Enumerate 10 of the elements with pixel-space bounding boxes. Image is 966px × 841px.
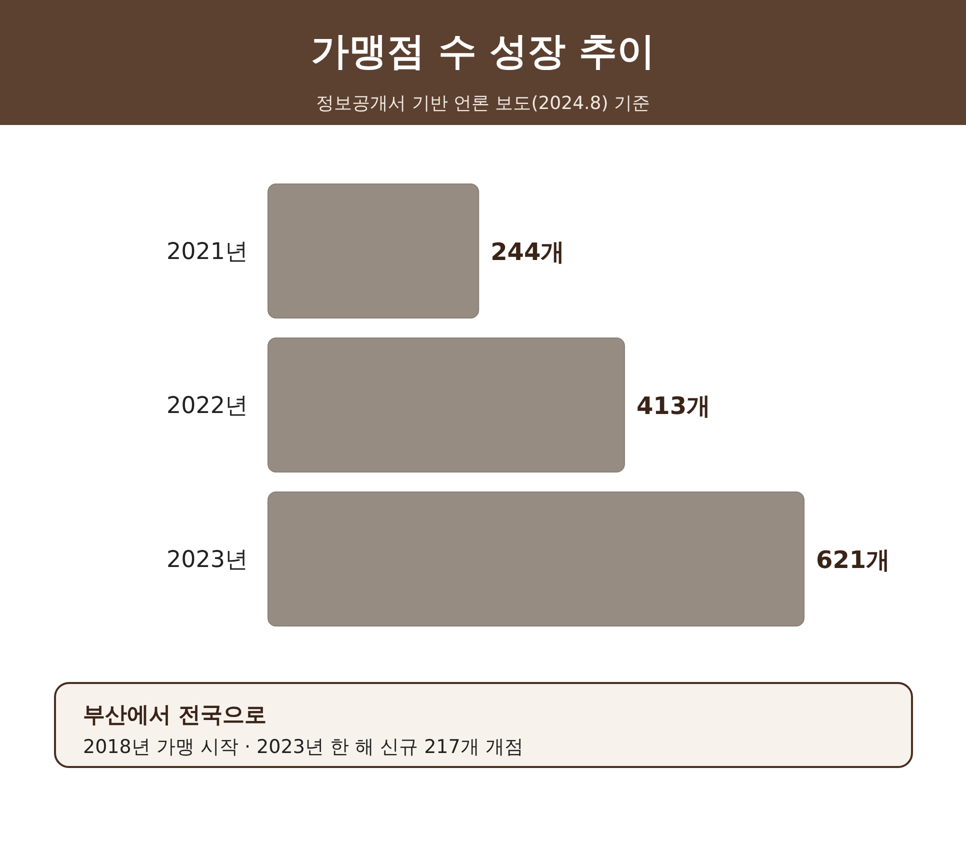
y-tick-label: 2021년: [166, 239, 248, 265]
text: 부산에서 전국으로: [83, 703, 267, 728]
data-label: 621개: [816, 546, 890, 574]
y-tick-label: 2022년: [166, 393, 248, 419]
subtitle: 정보공개서 기반 언론 보도(2024.8) 기준: [316, 93, 650, 114]
data-label: 244개: [490, 238, 565, 266]
y-tick-label: 2023년: [166, 547, 248, 573]
text: 2018년 가맹 시작 · 2023년 한 해 신규 217개 개점: [83, 736, 524, 758]
title: 가맹점 수 성장 추이: [311, 29, 655, 73]
data-label: 413개: [636, 392, 711, 420]
